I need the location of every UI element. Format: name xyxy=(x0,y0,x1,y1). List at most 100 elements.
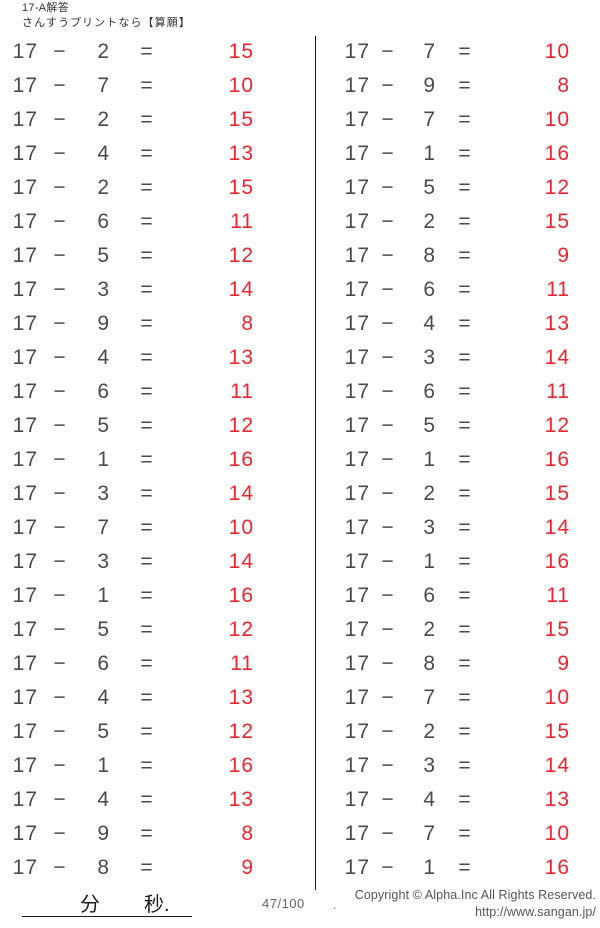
problem-row: 17− 9 = 8 xyxy=(0,818,300,852)
equals-sign-icon: = xyxy=(458,822,472,845)
equals-sign-icon: = xyxy=(140,142,154,165)
equals-sign-icon: = xyxy=(458,482,472,505)
operand-minuend: 17 xyxy=(12,652,38,675)
operand-minuend: 17 xyxy=(12,754,38,777)
operand-minuend: 17 xyxy=(344,346,370,369)
minus-sign-icon: − xyxy=(381,754,395,777)
operand-subtrahend: 5 xyxy=(97,618,110,641)
stray-dot: . xyxy=(333,898,337,912)
website-url[interactable]: http://www.sangan.jp/ xyxy=(475,905,596,919)
minus-sign-icon: − xyxy=(53,448,67,471)
problem-column-left: 17−2 = 15 17−7 = 10 17−2 = 15 17−4 = 13 17−2 = 15 17−6 =… xyxy=(0,36,300,886)
operand-minuend: 17 xyxy=(12,856,38,879)
equals-sign-icon: = xyxy=(140,618,154,641)
operand-subtrahend: 5 xyxy=(97,244,110,267)
operand-subtrahend: 2 xyxy=(97,176,110,199)
operand-subtrahend: 2 xyxy=(423,618,436,641)
answer-value: 15 xyxy=(228,40,254,63)
operand-minuend: 17 xyxy=(344,720,370,743)
copyright-block: Copyright © Alpha.Inc All Rights Reserve… xyxy=(355,887,596,921)
operand-minuend: 17 xyxy=(344,856,370,879)
worksheet-footer: 分 秒. 47/100 . Copyright © Alpha.Inc All … xyxy=(0,886,600,928)
problem-row: 17− 7 = 10 xyxy=(0,70,300,104)
answer-value: 12 xyxy=(544,414,570,437)
problem-row: 17− 7 = 10 xyxy=(330,818,600,852)
operand-subtrahend: 4 xyxy=(97,142,110,165)
column-divider xyxy=(315,36,316,890)
operand-subtrahend: 2 xyxy=(423,720,436,743)
equals-sign-icon: = xyxy=(140,788,154,811)
minus-sign-icon: − xyxy=(381,312,395,335)
problem-row: 17− 1 = 16 xyxy=(330,444,600,478)
answer-value: 10 xyxy=(544,108,570,131)
answer-value: 15 xyxy=(228,176,254,199)
operand-minuend: 17 xyxy=(344,754,370,777)
equals-sign-icon: = xyxy=(458,720,472,743)
operand-minuend: 17 xyxy=(344,108,370,131)
minus-sign-icon: − xyxy=(53,618,67,641)
operand-minuend: 17 xyxy=(344,40,370,63)
answer-value: 13 xyxy=(228,346,254,369)
operand-minuend: 17 xyxy=(344,618,370,641)
equals-sign-icon: = xyxy=(140,414,154,437)
equals-sign-icon: = xyxy=(140,380,154,403)
problem-row: 17− 6 = 11 xyxy=(330,274,600,308)
problem-row: 17− 1 = 16 xyxy=(0,580,300,614)
operand-minuend: 17 xyxy=(344,380,370,403)
answer-value: 9 xyxy=(557,244,570,267)
answer-value: 14 xyxy=(544,754,570,777)
equals-sign-icon: = xyxy=(140,482,154,505)
equals-sign-icon: = xyxy=(458,176,472,199)
minutes-unit-label: 分 xyxy=(80,894,100,916)
operand-minuend: 17 xyxy=(12,40,38,63)
minus-sign-icon: − xyxy=(381,346,395,369)
minus-sign-icon: − xyxy=(381,40,395,63)
minus-sign-icon: − xyxy=(381,380,395,403)
operand-minuend: 17 xyxy=(12,142,38,165)
answer-value: 10 xyxy=(544,822,570,845)
answer-value: 16 xyxy=(228,448,254,471)
operand-minuend: 17 xyxy=(12,244,38,267)
answer-value: 16 xyxy=(544,550,570,573)
operand-minuend: 17 xyxy=(344,312,370,335)
minus-sign-icon: − xyxy=(381,822,395,845)
minus-sign-icon: − xyxy=(53,380,67,403)
minus-sign-icon: − xyxy=(53,40,67,63)
equals-sign-icon: = xyxy=(140,584,154,607)
answer-value: 12 xyxy=(544,176,570,199)
operand-subtrahend: 3 xyxy=(423,754,436,777)
answer-value: 10 xyxy=(544,686,570,709)
operand-subtrahend: 5 xyxy=(423,414,436,437)
equals-sign-icon: = xyxy=(140,686,154,709)
seconds-unit-label: 秒. xyxy=(144,894,170,916)
equals-sign-icon: = xyxy=(140,176,154,199)
equals-sign-icon: = xyxy=(458,448,472,471)
minus-sign-icon: − xyxy=(381,210,395,233)
problem-row: 17− 5 = 12 xyxy=(0,240,300,274)
time-entry-field[interactable]: 分 秒. xyxy=(22,886,192,917)
equals-sign-icon: = xyxy=(458,856,472,879)
operand-minuend: 17 xyxy=(344,414,370,437)
operand-subtrahend: 7 xyxy=(423,686,436,709)
problem-row: 17− 6 = 11 xyxy=(0,648,300,682)
minus-sign-icon: − xyxy=(53,108,67,131)
equals-sign-icon: = xyxy=(140,40,154,63)
problem-row: 17− 5 = 12 xyxy=(330,410,600,444)
answer-value: 16 xyxy=(228,584,254,607)
operand-minuend: 17 xyxy=(344,550,370,573)
problem-row: 17− 2 = 15 xyxy=(0,172,300,206)
equals-sign-icon: = xyxy=(458,652,472,675)
operand-minuend: 17 xyxy=(344,278,370,301)
equals-sign-icon: = xyxy=(458,380,472,403)
operand-subtrahend: 5 xyxy=(97,720,110,743)
problem-row: 17− 1 = 16 xyxy=(0,444,300,478)
minus-sign-icon: − xyxy=(53,210,67,233)
operand-subtrahend: 6 xyxy=(423,380,436,403)
equals-sign-icon: = xyxy=(458,108,472,131)
minus-sign-icon: − xyxy=(381,720,395,743)
problem-row: 17− 7 = 10 xyxy=(0,512,300,546)
minus-sign-icon: − xyxy=(381,686,395,709)
problem-row: 17− 8 = 9 xyxy=(330,648,600,682)
operand-minuend: 17 xyxy=(12,108,38,131)
answer-value: 10 xyxy=(228,74,254,97)
